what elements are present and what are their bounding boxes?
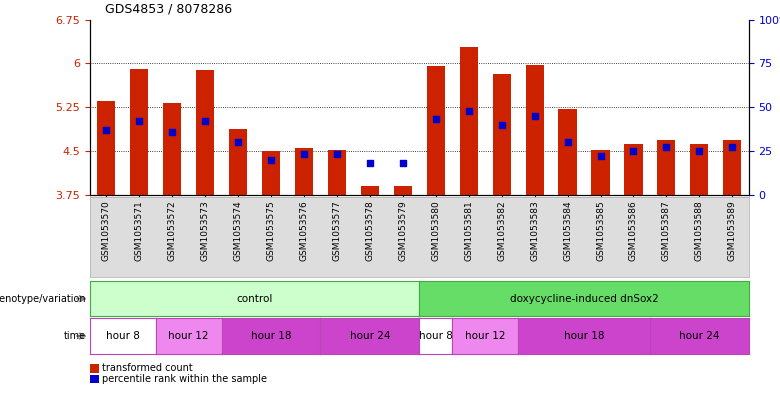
Text: hour 8: hour 8: [106, 331, 140, 341]
Point: [264, 156, 277, 163]
Text: hour 12: hour 12: [465, 331, 505, 341]
Point: [594, 153, 607, 159]
Text: doxycycline-induced dnSox2: doxycycline-induced dnSox2: [509, 294, 658, 304]
Point: [199, 118, 211, 124]
Text: GSM1053588: GSM1053588: [695, 200, 704, 261]
Text: GSM1053571: GSM1053571: [135, 200, 144, 261]
Point: [693, 148, 706, 154]
Text: GSM1053585: GSM1053585: [596, 200, 605, 261]
Point: [430, 116, 442, 123]
Bar: [493, 74, 511, 195]
Bar: [526, 65, 544, 195]
Bar: [262, 151, 280, 195]
Point: [528, 113, 541, 119]
Bar: [591, 150, 609, 195]
Point: [726, 144, 739, 151]
Point: [627, 148, 640, 154]
Text: hour 8: hour 8: [419, 331, 452, 341]
Text: GSM1053573: GSM1053573: [200, 200, 210, 261]
Point: [562, 139, 574, 145]
Text: GSM1053576: GSM1053576: [300, 200, 308, 261]
Point: [396, 160, 409, 166]
Text: control: control: [236, 294, 273, 304]
Text: GSM1053579: GSM1053579: [399, 200, 407, 261]
Text: GDS4853 / 8078286: GDS4853 / 8078286: [105, 3, 232, 16]
Bar: [459, 47, 477, 195]
Text: GSM1053584: GSM1053584: [563, 200, 572, 261]
Bar: [229, 129, 247, 195]
Point: [232, 139, 244, 145]
Point: [133, 118, 145, 124]
Point: [331, 151, 343, 158]
Point: [298, 151, 310, 158]
Bar: [196, 70, 214, 195]
Point: [495, 121, 508, 128]
Bar: [427, 66, 445, 195]
Point: [100, 127, 112, 133]
Text: hour 12: hour 12: [168, 331, 209, 341]
Text: GSM1053582: GSM1053582: [497, 200, 506, 261]
Point: [660, 144, 672, 151]
Bar: [625, 144, 643, 195]
Text: GSM1053574: GSM1053574: [233, 200, 243, 261]
Text: percentile rank within the sample: percentile rank within the sample: [102, 374, 268, 384]
Text: GSM1053570: GSM1053570: [101, 200, 111, 261]
Point: [363, 160, 376, 166]
Bar: [558, 109, 576, 195]
Text: GSM1053572: GSM1053572: [168, 200, 176, 261]
Text: GSM1053589: GSM1053589: [728, 200, 737, 261]
Bar: [361, 186, 379, 195]
Text: GSM1053587: GSM1053587: [662, 200, 671, 261]
Bar: [295, 148, 313, 195]
Text: GSM1053580: GSM1053580: [431, 200, 440, 261]
Text: hour 18: hour 18: [564, 331, 604, 341]
Text: time: time: [64, 331, 86, 341]
Text: GSM1053581: GSM1053581: [464, 200, 473, 261]
Point: [463, 107, 475, 114]
Bar: [130, 69, 148, 195]
Text: hour 18: hour 18: [250, 331, 291, 341]
Text: GSM1053583: GSM1053583: [530, 200, 539, 261]
Bar: [690, 144, 708, 195]
Text: GSM1053577: GSM1053577: [332, 200, 342, 261]
Text: GSM1053586: GSM1053586: [629, 200, 638, 261]
Bar: [658, 140, 675, 195]
Bar: [394, 186, 412, 195]
Bar: [98, 101, 115, 195]
Text: hour 24: hour 24: [349, 331, 390, 341]
Text: genotype/variation: genotype/variation: [0, 294, 86, 304]
Point: [166, 129, 179, 135]
Bar: [163, 103, 181, 195]
Text: hour 24: hour 24: [679, 331, 720, 341]
Bar: [328, 150, 346, 195]
Text: GSM1053575: GSM1053575: [267, 200, 275, 261]
Text: transformed count: transformed count: [102, 363, 193, 373]
Bar: [723, 140, 741, 195]
Text: GSM1053578: GSM1053578: [365, 200, 374, 261]
